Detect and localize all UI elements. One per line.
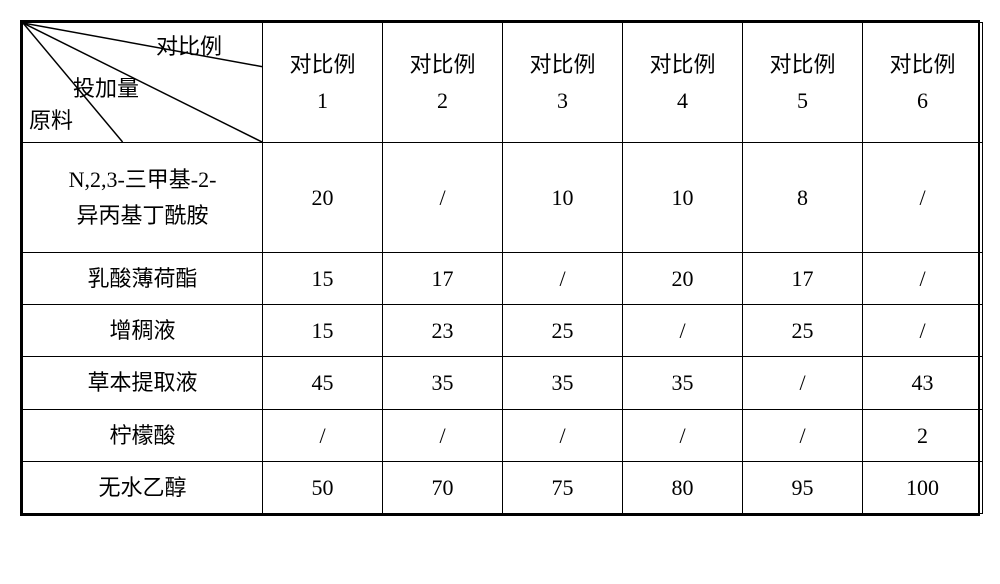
column-header-line2: 1 — [317, 88, 328, 113]
cell: / — [383, 143, 503, 253]
column-header-line1: 对比例 — [289, 52, 355, 77]
table-row: 乳酸薄荷酯 15 17 / 20 17 / — [23, 253, 983, 305]
cell: 15 — [263, 305, 383, 357]
header-row: 对比例 投加量 原料 对比例 1 对比例 2 对比例 3 对比例 — [23, 23, 983, 143]
cell: 35 — [623, 357, 743, 409]
cell: 75 — [503, 461, 623, 513]
column-header: 对比例 3 — [503, 23, 623, 143]
cell: 35 — [503, 357, 623, 409]
cell: 10 — [503, 143, 623, 253]
cell: 45 — [263, 357, 383, 409]
cell: 8 — [743, 143, 863, 253]
cell: / — [503, 409, 623, 461]
cell: 2 — [863, 409, 983, 461]
column-header-line1: 对比例 — [649, 52, 715, 77]
cell: 43 — [863, 357, 983, 409]
row-header-line1: N,2,3-三甲基-2- — [69, 167, 217, 192]
corner-cell: 对比例 投加量 原料 — [23, 23, 263, 143]
table-row: 柠檬酸 / / / / / 2 — [23, 409, 983, 461]
column-header-line2: 2 — [437, 88, 448, 113]
cell: 17 — [743, 253, 863, 305]
row-header: 乳酸薄荷酯 — [23, 253, 263, 305]
row-header: N,2,3-三甲基-2- 异丙基丁酰胺 — [23, 143, 263, 253]
column-header-line1: 对比例 — [529, 52, 595, 77]
cell: / — [863, 143, 983, 253]
cell: 10 — [623, 143, 743, 253]
table-row: 增稠液 15 23 25 / 25 / — [23, 305, 983, 357]
cell: 70 — [383, 461, 503, 513]
column-header: 对比例 6 — [863, 23, 983, 143]
column-header-line2: 6 — [917, 88, 928, 113]
cell: / — [263, 409, 383, 461]
column-header: 对比例 4 — [623, 23, 743, 143]
table-row: 无水乙醇 50 70 75 80 95 100 — [23, 461, 983, 513]
column-header-line2: 4 — [677, 88, 688, 113]
cell: 25 — [743, 305, 863, 357]
cell: / — [623, 305, 743, 357]
column-header-line1: 对比例 — [889, 52, 955, 77]
cell: / — [503, 253, 623, 305]
column-header: 对比例 5 — [743, 23, 863, 143]
column-header-line2: 3 — [557, 88, 568, 113]
cell: 23 — [383, 305, 503, 357]
table: 对比例 投加量 原料 对比例 1 对比例 2 对比例 3 对比例 — [22, 22, 983, 514]
row-header: 增稠液 — [23, 305, 263, 357]
table-row: 草本提取液 45 35 35 35 / 43 — [23, 357, 983, 409]
cell: / — [623, 409, 743, 461]
data-table: 对比例 投加量 原料 对比例 1 对比例 2 对比例 3 对比例 — [20, 20, 980, 516]
cell: 80 — [623, 461, 743, 513]
corner-label-top: 对比例 — [156, 29, 222, 64]
column-header-line2: 5 — [797, 88, 808, 113]
cell: / — [863, 253, 983, 305]
cell: 20 — [263, 143, 383, 253]
cell: 100 — [863, 461, 983, 513]
cell: 95 — [743, 461, 863, 513]
cell: / — [743, 409, 863, 461]
row-header-line2: 异丙基丁酰胺 — [76, 203, 208, 228]
table-row: N,2,3-三甲基-2- 异丙基丁酰胺 20 / 10 10 8 / — [23, 143, 983, 253]
cell: 50 — [263, 461, 383, 513]
column-header: 对比例 1 — [263, 23, 383, 143]
cell: / — [743, 357, 863, 409]
row-header: 柠檬酸 — [23, 409, 263, 461]
column-header-line1: 对比例 — [769, 52, 835, 77]
row-header: 无水乙醇 — [23, 461, 263, 513]
cell: 20 — [623, 253, 743, 305]
column-header-line1: 对比例 — [409, 52, 475, 77]
cell: 17 — [383, 253, 503, 305]
cell: 15 — [263, 253, 383, 305]
cell: / — [863, 305, 983, 357]
cell: 25 — [503, 305, 623, 357]
corner-label-middle: 投加量 — [73, 71, 139, 106]
cell: 35 — [383, 357, 503, 409]
column-header: 对比例 2 — [383, 23, 503, 143]
row-header: 草本提取液 — [23, 357, 263, 409]
corner-label-bottom: 原料 — [29, 103, 73, 138]
cell: / — [383, 409, 503, 461]
